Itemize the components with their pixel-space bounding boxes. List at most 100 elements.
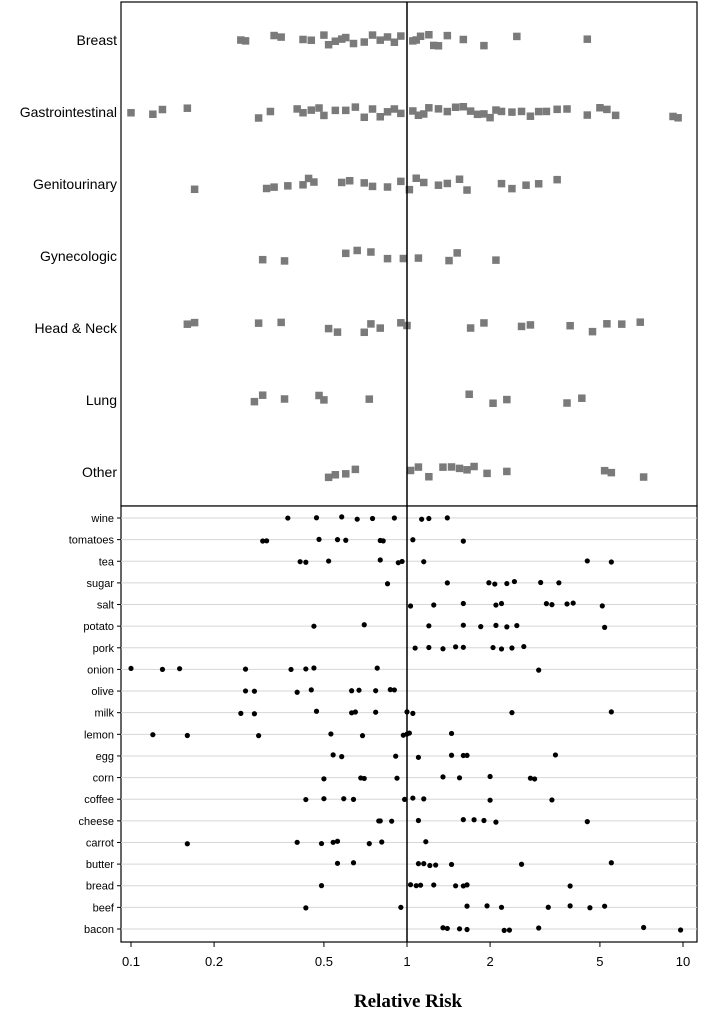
data-point: [397, 109, 405, 118]
data-point: [451, 103, 460, 111]
data-point: [503, 467, 511, 476]
data-point: [463, 186, 471, 194]
data-point: [460, 752, 466, 759]
data-point: [453, 249, 461, 257]
data-point: [420, 110, 428, 118]
data-point: [288, 666, 294, 673]
data-point: [260, 538, 266, 544]
data-point: [526, 112, 535, 120]
data-point: [434, 181, 443, 189]
data-point: [447, 463, 456, 471]
data-point: [506, 927, 513, 933]
data-point: [427, 862, 433, 869]
cancer-site-panel: Breast Gastrointestinal Genitourinary Gynec…: [20, 1, 698, 507]
data-point: [383, 183, 392, 191]
data-point: [453, 644, 459, 650]
data-point: [313, 515, 320, 521]
data-point: [331, 106, 340, 115]
data-point: [584, 819, 590, 825]
data-point: [534, 180, 543, 188]
data-point: [308, 687, 314, 693]
data-point: [414, 254, 423, 262]
data-point: [315, 104, 323, 112]
data-point: [549, 797, 555, 803]
data-point: [334, 537, 341, 543]
data-point: [339, 754, 345, 760]
data-point: [342, 470, 350, 478]
data-point: [563, 105, 571, 113]
data-point: [354, 516, 360, 522]
data-point: [480, 319, 488, 327]
data-point: [501, 927, 507, 933]
data-point: [542, 107, 551, 116]
data-point: [264, 538, 270, 544]
data-point: [677, 927, 684, 933]
data-point: [405, 185, 414, 194]
food-label: beef: [93, 902, 115, 914]
data-point: [310, 178, 318, 186]
data-point: [639, 473, 648, 481]
data-point: [311, 623, 317, 629]
data-point: [280, 395, 289, 403]
data-point: [410, 795, 416, 801]
data-point: [425, 472, 433, 481]
data-point: [258, 255, 267, 264]
food-label: onion: [87, 664, 114, 676]
data-point: [443, 31, 452, 40]
data-point: [596, 103, 604, 112]
data-point: [303, 796, 309, 803]
data-point: [419, 516, 425, 522]
data-point: [242, 688, 249, 694]
food-label: milk: [94, 708, 114, 720]
category-label: Gynecologic: [40, 248, 117, 264]
data-point: [376, 113, 385, 121]
data-point: [410, 537, 416, 543]
data-point: [331, 471, 340, 479]
data-point: [618, 320, 626, 328]
data-point: [315, 391, 323, 400]
data-point: [434, 105, 443, 113]
data-point: [460, 817, 466, 823]
data-point: [509, 710, 515, 716]
data-point: [349, 688, 355, 694]
data-point: [342, 33, 350, 42]
data-point: [383, 254, 392, 263]
data-point: [270, 183, 278, 191]
data-point: [391, 687, 397, 693]
data-point: [504, 624, 510, 630]
data-point: [415, 817, 422, 824]
category-label: Breast: [77, 32, 118, 48]
data-point: [413, 883, 419, 889]
data-point: [465, 390, 473, 399]
data-point: [416, 32, 425, 41]
food-label: egg: [96, 751, 114, 763]
data-point: [360, 179, 368, 187]
data-point: [258, 391, 267, 399]
category-label: Gastrointestinal: [20, 104, 117, 120]
data-point: [480, 110, 488, 118]
data-point: [331, 37, 340, 45]
data-point: [397, 32, 405, 40]
data-point: [607, 468, 616, 477]
data-point: [480, 41, 488, 50]
data-point: [412, 174, 420, 182]
data-point: [368, 31, 377, 39]
data-point: [415, 754, 422, 760]
data-point: [455, 175, 464, 183]
data-point: [608, 860, 614, 866]
data-point: [324, 324, 333, 333]
data-point: [342, 106, 350, 115]
data-point: [359, 733, 366, 739]
data-point: [466, 324, 475, 332]
data-point: [463, 466, 471, 474]
data-point: [399, 558, 405, 565]
data-point: [324, 473, 333, 482]
data-point: [349, 39, 358, 48]
data-point: [330, 752, 336, 758]
data-point: [250, 397, 259, 406]
data-point: [426, 623, 432, 629]
data-point: [326, 558, 332, 564]
data-point: [337, 35, 346, 43]
data-point: [440, 925, 446, 931]
x-axis: 0.1 0.2 0.5 1 2 5 10: [122, 942, 690, 969]
